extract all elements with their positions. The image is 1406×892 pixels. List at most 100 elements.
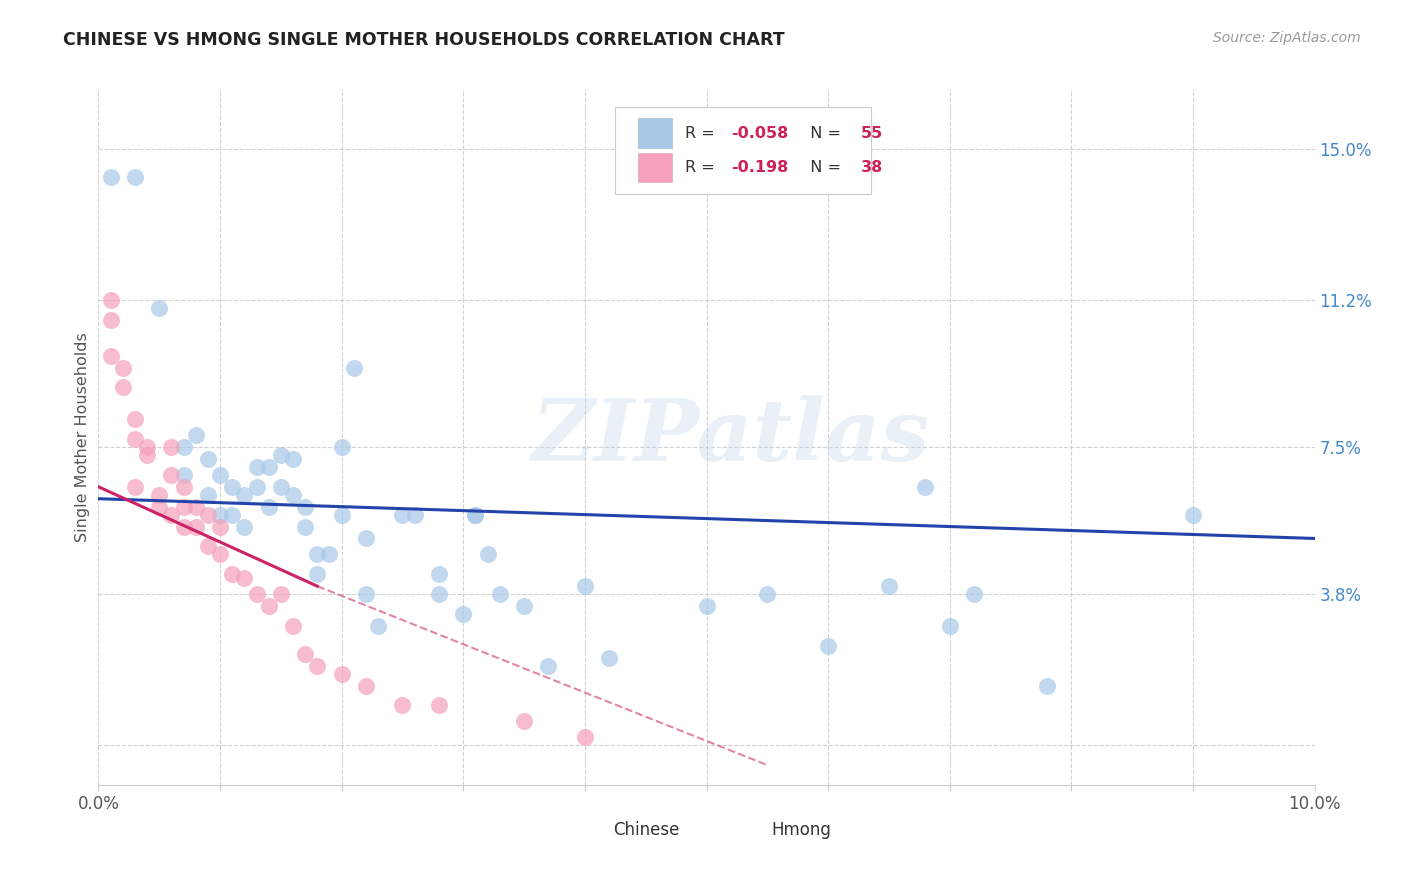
Point bbox=[477, 547, 499, 561]
Text: N =: N = bbox=[800, 160, 846, 175]
Point bbox=[270, 587, 292, 601]
Text: CHINESE VS HMONG SINGLE MOTHER HOUSEHOLDS CORRELATION CHART: CHINESE VS HMONG SINGLE MOTHER HOUSEHOLD… bbox=[63, 31, 785, 49]
Point bbox=[160, 467, 183, 482]
Point bbox=[877, 579, 900, 593]
Point bbox=[307, 658, 329, 673]
Point bbox=[124, 432, 146, 446]
Point bbox=[233, 519, 256, 533]
Point bbox=[136, 448, 159, 462]
Point bbox=[209, 547, 232, 561]
Point bbox=[318, 547, 340, 561]
Point bbox=[281, 452, 304, 467]
Point bbox=[281, 619, 304, 633]
Text: 38: 38 bbox=[860, 160, 883, 175]
FancyBboxPatch shape bbox=[638, 153, 672, 182]
Point bbox=[124, 480, 146, 494]
Text: Chinese: Chinese bbox=[613, 822, 679, 839]
Text: -0.198: -0.198 bbox=[731, 160, 789, 175]
Point bbox=[330, 508, 353, 522]
Point bbox=[173, 440, 195, 454]
Point bbox=[756, 587, 779, 601]
Point bbox=[427, 587, 450, 601]
Point bbox=[537, 658, 560, 673]
Point bbox=[221, 567, 243, 582]
Point bbox=[233, 488, 256, 502]
Point bbox=[100, 169, 122, 184]
Point bbox=[354, 679, 377, 693]
Point bbox=[124, 169, 146, 184]
Point bbox=[100, 293, 122, 307]
Point bbox=[294, 647, 316, 661]
Point bbox=[148, 301, 170, 315]
Point bbox=[598, 650, 620, 665]
Point bbox=[963, 587, 986, 601]
Point bbox=[330, 666, 353, 681]
Point bbox=[173, 467, 195, 482]
Point bbox=[148, 488, 170, 502]
Point bbox=[173, 519, 195, 533]
Point bbox=[221, 480, 243, 494]
Y-axis label: Single Mother Households: Single Mother Households bbox=[75, 332, 90, 542]
Point bbox=[209, 519, 232, 533]
Point bbox=[245, 480, 267, 494]
Point bbox=[294, 519, 316, 533]
Point bbox=[197, 452, 219, 467]
Point bbox=[100, 349, 122, 363]
Point bbox=[367, 619, 389, 633]
Point bbox=[513, 714, 536, 729]
Point bbox=[160, 508, 183, 522]
Point bbox=[354, 587, 377, 601]
Point bbox=[404, 508, 426, 522]
Text: N =: N = bbox=[800, 126, 846, 141]
Text: Hmong: Hmong bbox=[770, 822, 831, 839]
Point bbox=[270, 480, 292, 494]
Point bbox=[221, 508, 243, 522]
Point bbox=[245, 459, 267, 474]
Point bbox=[427, 698, 450, 713]
Point bbox=[270, 448, 292, 462]
Text: R =: R = bbox=[685, 160, 720, 175]
Point bbox=[124, 412, 146, 426]
Text: Source: ZipAtlas.com: Source: ZipAtlas.com bbox=[1213, 31, 1361, 45]
Point bbox=[574, 731, 596, 745]
Point bbox=[817, 639, 839, 653]
Point bbox=[343, 360, 366, 375]
Point bbox=[184, 428, 207, 442]
Point bbox=[148, 500, 170, 514]
Point bbox=[111, 380, 134, 394]
FancyBboxPatch shape bbox=[616, 106, 870, 194]
Point bbox=[184, 500, 207, 514]
FancyBboxPatch shape bbox=[567, 816, 600, 844]
Point bbox=[184, 519, 207, 533]
Point bbox=[464, 508, 486, 522]
FancyBboxPatch shape bbox=[638, 119, 672, 148]
Point bbox=[160, 440, 183, 454]
Point bbox=[307, 567, 329, 582]
Point bbox=[696, 599, 718, 613]
Point bbox=[257, 459, 280, 474]
Point bbox=[233, 571, 256, 585]
Point bbox=[1036, 679, 1059, 693]
Point bbox=[281, 488, 304, 502]
Point bbox=[391, 698, 413, 713]
Text: R =: R = bbox=[685, 126, 720, 141]
Point bbox=[111, 360, 134, 375]
Point bbox=[939, 619, 962, 633]
Point bbox=[100, 313, 122, 327]
Point bbox=[173, 480, 195, 494]
Point bbox=[330, 440, 353, 454]
Point bbox=[307, 547, 329, 561]
Point bbox=[464, 508, 486, 522]
Text: ZIPatlas: ZIPatlas bbox=[531, 395, 929, 479]
Point bbox=[257, 599, 280, 613]
Point bbox=[1182, 508, 1205, 522]
Point bbox=[354, 532, 377, 546]
Text: 55: 55 bbox=[860, 126, 883, 141]
FancyBboxPatch shape bbox=[724, 816, 759, 844]
Point bbox=[914, 480, 936, 494]
Point bbox=[173, 500, 195, 514]
Point bbox=[427, 567, 450, 582]
Point bbox=[197, 488, 219, 502]
Point bbox=[136, 440, 159, 454]
Point bbox=[391, 508, 413, 522]
